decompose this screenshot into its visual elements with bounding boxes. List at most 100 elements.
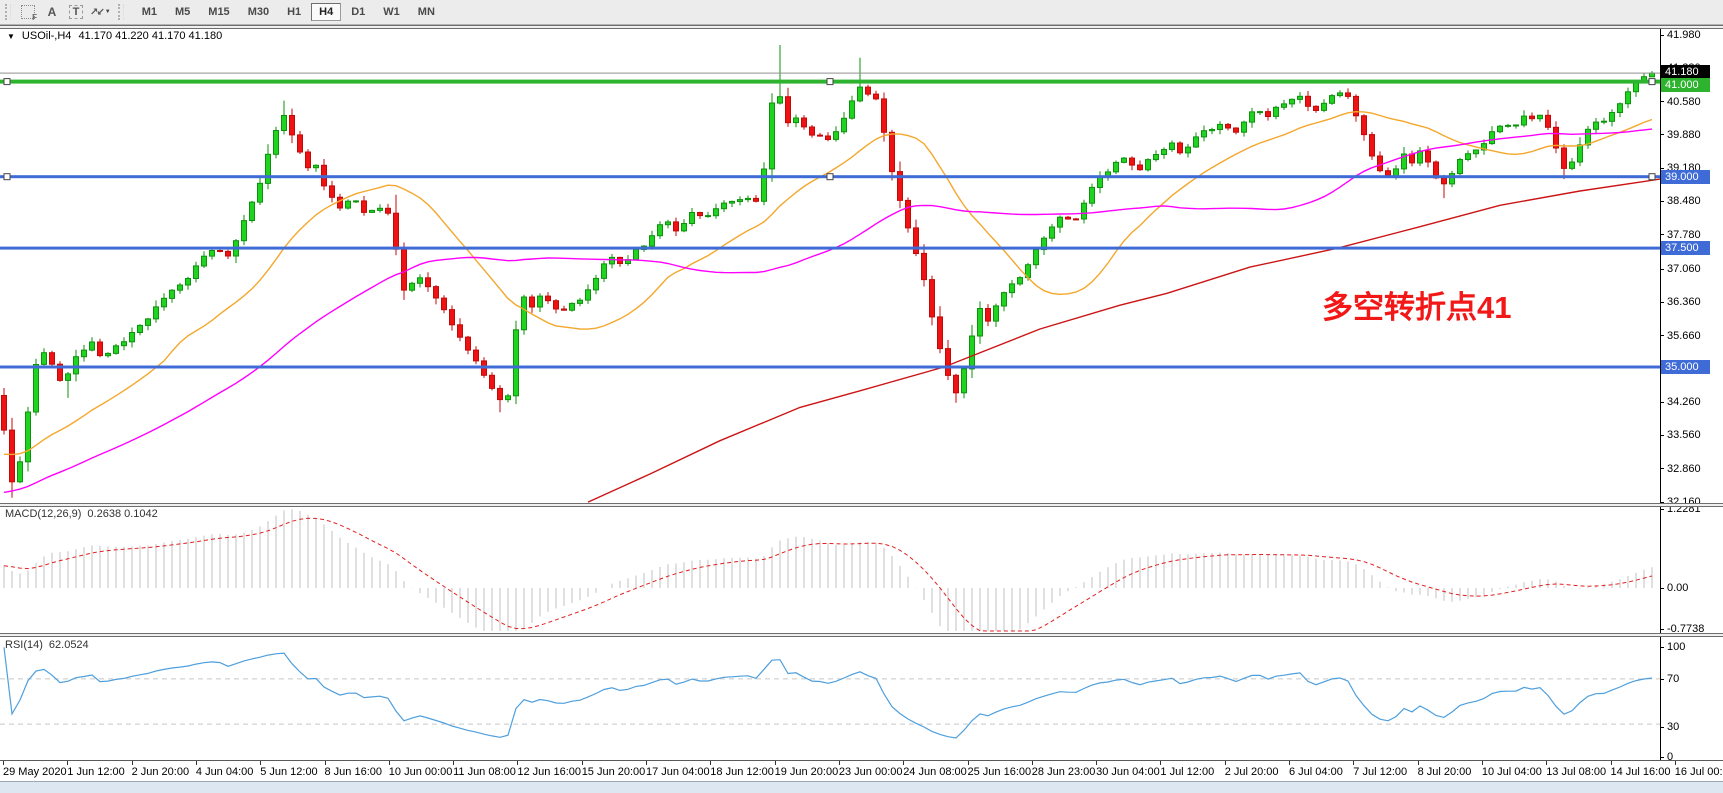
chart-annotation-text[interactable]: 多空转折点41 (1322, 290, 1512, 325)
axis-tick (1660, 646, 1664, 648)
timeframe-button-w1[interactable]: W1 (383, 6, 400, 18)
axis-tick (1660, 101, 1664, 103)
time-axis-label: 29 May 2020 (3, 766, 67, 778)
time-axis-label: 19 Jun 20:00 (774, 766, 839, 778)
timeframe-button-m15[interactable]: M15 (208, 6, 230, 18)
indicator-grid-icon[interactable]: F (18, 2, 38, 22)
axis-tick (1660, 468, 1664, 470)
time-axis-label: 5 Jun 12:00 (260, 766, 318, 778)
time-axis-label: 28 Jun 23:00 (1031, 766, 1096, 778)
timeframe-button-h4[interactable]: H4 (311, 3, 342, 21)
rsi-value: 62.0524 (48, 639, 89, 651)
timeframe-button-h1[interactable]: H1 (287, 6, 302, 18)
price-label-41.000: 41.000 (1660, 77, 1710, 92)
axis-tick (1660, 726, 1664, 728)
bottom-scroll-strip[interactable] (0, 781, 1723, 793)
line-handle[interactable] (1648, 78, 1656, 86)
axis-tick (1660, 200, 1664, 202)
horizontal-line-35[interactable] (0, 365, 1660, 369)
rsi-line (3, 647, 1653, 739)
time-axis-label: 13 Jul 08:00 (1546, 766, 1607, 778)
text-box-icon[interactable]: T (66, 2, 86, 22)
symbol-dropdown-icon[interactable]: ▼ (7, 32, 15, 41)
time-axis-label: 30 Jun 04:00 (1096, 766, 1160, 778)
timeframe-button-mn[interactable]: MN (417, 6, 435, 18)
macd-indicator-canvas[interactable] (0, 505, 1660, 633)
axis-tick-label: -0.7738 (1667, 623, 1705, 635)
price-axis[interactable]: 41.98041.28040.58039.88039.18038.48037.7… (1660, 25, 1723, 781)
main-chart-canvas[interactable] (0, 25, 1660, 503)
symbol-bar: ▼ USOil-,H4 41.170 41.220 41.170 41.180 (7, 30, 222, 42)
axis-tick-label: 0.00 (1667, 582, 1689, 594)
axis-tick (1660, 508, 1664, 510)
time-axis-label: 1 Jul 12:00 (1160, 766, 1215, 778)
axis-tick-label: 32.860 (1667, 462, 1701, 475)
time-axis[interactable]: 29 May 2020 1 Jun 12:00 2 Jun 20:00 4 Jun 0… (0, 760, 1723, 781)
line-handle[interactable] (826, 78, 834, 86)
rsi-name: RSI(14) (5, 639, 43, 651)
axis-tick-label: 34.260 (1667, 396, 1701, 409)
time-axis-label: 6 Jul 04:00 (1289, 766, 1343, 778)
time-axis-tick (774, 761, 776, 765)
time-axis-label: 2 Jul 20:00 (1224, 766, 1279, 778)
arrows-glyph: ↗↙ (90, 6, 105, 18)
panel-splitter[interactable] (0, 503, 1723, 507)
time-axis-label: 25 Jun 16:00 (967, 766, 1032, 778)
macd-signal-line (3, 517, 1653, 632)
panel-splitter[interactable] (0, 633, 1723, 637)
time-axis-tick (1674, 761, 1676, 765)
time-axis-label: 1 Jun 12:00 (67, 766, 125, 778)
time-axis-label: 16 Jul 00:00 (1674, 766, 1723, 778)
axis-tick-label: 40.580 (1667, 95, 1701, 108)
time-axis-tick (517, 761, 519, 765)
time-axis-tick (1353, 761, 1355, 765)
horizontal-line-37.5[interactable] (0, 246, 1660, 250)
time-axis-tick (195, 761, 197, 765)
time-axis-tick (324, 761, 326, 765)
axis-tick-label: 38.480 (1667, 195, 1701, 208)
line-handle[interactable] (826, 173, 834, 181)
axis-tick (1660, 587, 1664, 589)
text-box-glyph: T (68, 5, 84, 19)
timeframe-button-d1[interactable]: D1 (351, 6, 366, 18)
toolbar-grip[interactable] (117, 4, 124, 20)
axis-tick (1660, 234, 1664, 236)
timeframe-button-m30[interactable]: M30 (247, 6, 270, 18)
symbol-ohlc-values: 41.170 41.220 41.170 41.180 (78, 30, 223, 42)
time-axis-label: 15 Jun 20:00 (581, 766, 646, 778)
rsi-indicator-canvas[interactable] (0, 636, 1660, 760)
axis-tick (1660, 301, 1664, 303)
axis-tick (1660, 268, 1664, 270)
timeframe-button-m5[interactable]: M5 (175, 6, 191, 18)
time-axis-label: 24 Jun 08:00 (903, 766, 967, 778)
time-axis-label: 17 Jun 04:00 (646, 766, 710, 778)
axis-tick-label: 35.660 (1667, 329, 1701, 342)
axis-tick-label: 36.360 (1667, 296, 1701, 309)
time-axis-tick (67, 761, 69, 765)
line-handle[interactable] (3, 173, 11, 181)
time-axis-label: 8 Jul 20:00 (1417, 766, 1472, 778)
timeframe-button-m1[interactable]: M1 (141, 6, 157, 18)
time-axis-tick (388, 761, 390, 765)
time-axis-tick (967, 761, 969, 765)
chevron-down-icon: ▼ (104, 9, 111, 15)
time-axis-label: 10 Jul 04:00 (1481, 766, 1542, 778)
time-axis-label: 2 Jun 20:00 (131, 766, 190, 778)
axis-tick (1660, 34, 1664, 36)
symbol-title: USOil-,H4 (21, 30, 72, 42)
text-label-icon[interactable]: A (47, 5, 57, 19)
toolbar-grip[interactable] (5, 4, 11, 20)
axis-tick-label: 41.980 (1667, 29, 1701, 41)
line-handle[interactable] (1648, 173, 1656, 181)
axis-tick (1660, 401, 1664, 403)
time-axis-label: 10 Jun 00:00 (388, 766, 453, 778)
time-axis-tick (260, 761, 262, 765)
line-handle[interactable] (3, 78, 11, 86)
panel-splitter[interactable] (0, 25, 1723, 29)
axis-tick (1660, 335, 1664, 337)
axis-tick-label: 30 (1667, 721, 1680, 733)
horizontal-line-41.18[interactable] (0, 72, 1660, 74)
arrows-tool-icon[interactable]: ↗↙ ▼ (90, 2, 111, 22)
time-axis-tick (1031, 761, 1033, 765)
time-axis-tick (1289, 761, 1290, 765)
